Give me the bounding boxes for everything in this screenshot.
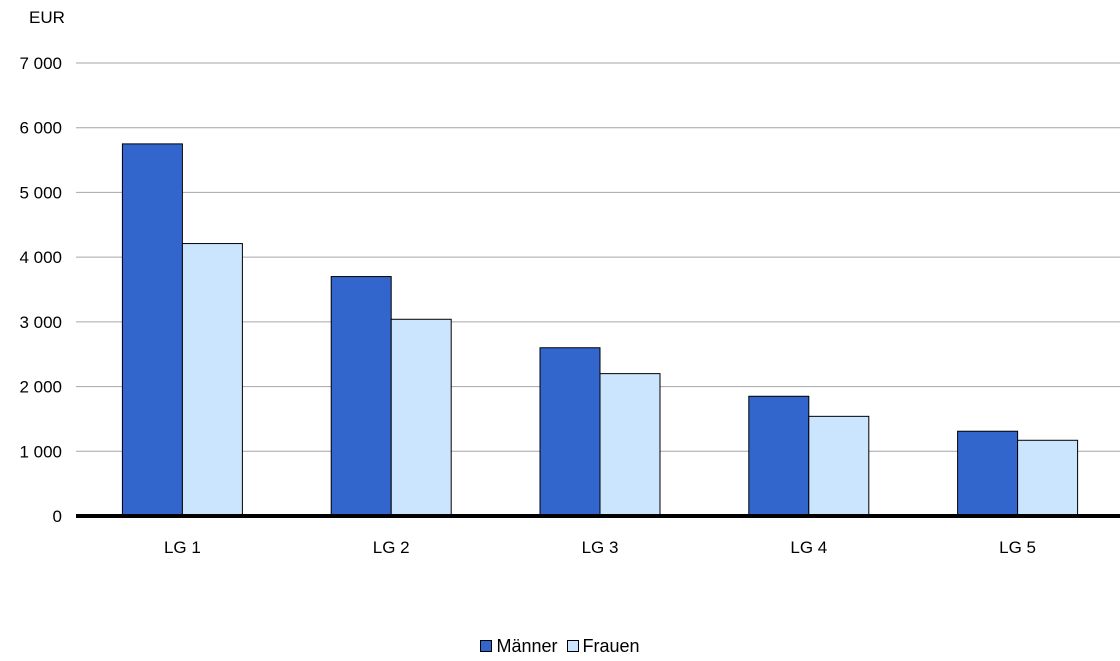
y-tick-label: 1 000 [19,442,62,461]
chart-plot: 0 1 000 2 000 3 000 4 000 5 000 6 000 7 000 LG 1… [19,8,1120,557]
x-tick-label: LG 2 [373,538,410,557]
bar-series-1 [539,347,601,517]
legend-item-series-1: Männer [480,636,557,656]
bars [121,143,1079,517]
axes: 0 1 000 2 000 3 000 4 000 5 000 6 000 7 000 LG 1… [19,54,1120,557]
y-tick-label: 5 000 [19,183,62,202]
legend-item-series-2: Frauen [566,636,640,656]
x-tick-label: LG 5 [999,538,1036,557]
bar-series-2 [390,318,452,517]
bar-series-1 [957,430,1019,517]
x-tick-label: LG 3 [582,538,619,557]
x-tick-label: LG 1 [164,538,201,557]
legend-label-series-1: Männer [496,636,558,656]
y-tick-label: 0 [53,507,62,526]
y-tick-label: 7 000 [19,54,62,73]
bar-series-2 [181,243,243,517]
y-tick-label: 6 000 [19,119,62,138]
bar-series-1 [748,395,810,517]
y-axis-unit-label: EUR [29,8,65,27]
legend-swatch-series-1 [480,640,493,652]
legend-swatch-series-2 [566,640,579,652]
bar-series-1 [121,143,183,517]
bar-series-1 [330,276,392,517]
y-tick-label: 2 000 [19,378,62,397]
bar-series-2 [1017,439,1079,517]
y-tick-label: 4 000 [19,248,62,267]
y-tick-label: 3 000 [19,313,62,332]
chart-legend: Männer Frauen [0,636,1120,656]
bar-series-2 [808,415,870,517]
gridlines [76,62,1120,452]
x-tick-label: LG 4 [790,538,827,557]
legend-label-series-2: Frauen [582,636,640,656]
bar-series-2 [599,373,661,517]
